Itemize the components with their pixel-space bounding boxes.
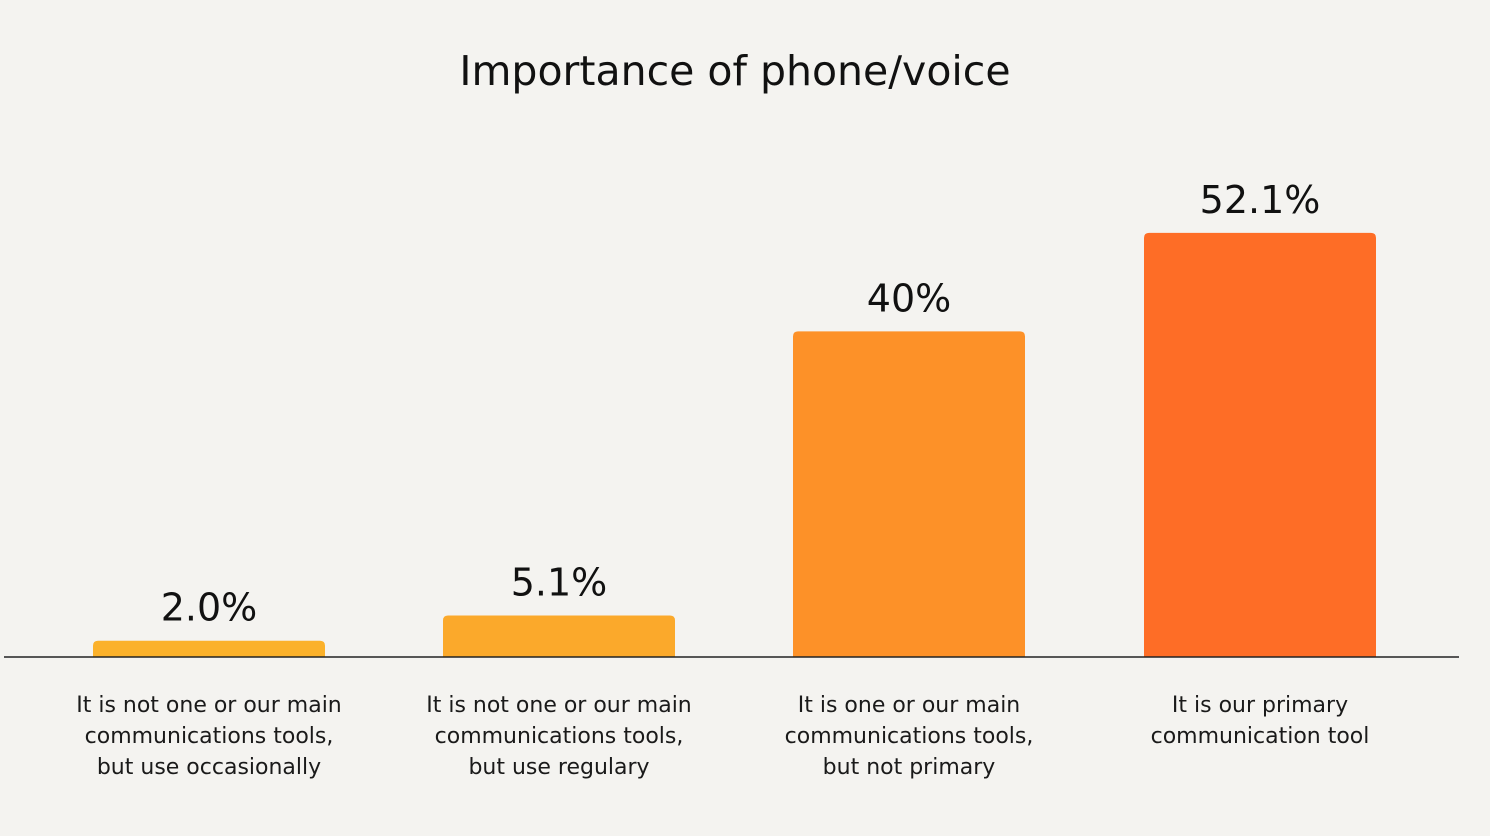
category-label-line: It is not one or our main [76,693,342,718]
bar-2 [443,615,675,657]
data-label-3: 40% [867,276,951,320]
bar-3 [793,331,1025,657]
category-label-line: but not primary [823,755,996,780]
chart-title: Importance of phone/voice [459,47,1010,95]
bar-4 [1144,232,1376,657]
labels-layer: 2.0% It is not one or our main communicati… [76,178,1369,780]
category-label-line: It is not one or our main [426,693,692,718]
category-label-line: communications tools, [85,724,334,749]
category-label-line: communication tool [1151,724,1370,749]
category-label-line: but use occasionally [97,755,321,780]
category-label-line: It is one or our main [798,693,1021,718]
category-label-1: It is not one or our main communications … [76,693,342,780]
category-label-2: It is not one or our main communications … [426,693,692,780]
data-label-2: 5.1% [511,560,608,604]
bars-layer [93,232,1376,657]
category-label-3: It is one or our main communications tool… [785,693,1034,780]
data-label-4: 52.1% [1200,178,1321,222]
category-label-line: It is our primary [1172,693,1348,718]
category-label-4: It is our primary communication tool [1151,693,1370,749]
category-label-line: communications tools, [785,724,1034,749]
data-label-1: 2.0% [161,586,258,630]
bar-1 [93,640,325,657]
category-label-line: communications tools, [435,724,684,749]
category-label-line: but use regulary [468,755,649,780]
